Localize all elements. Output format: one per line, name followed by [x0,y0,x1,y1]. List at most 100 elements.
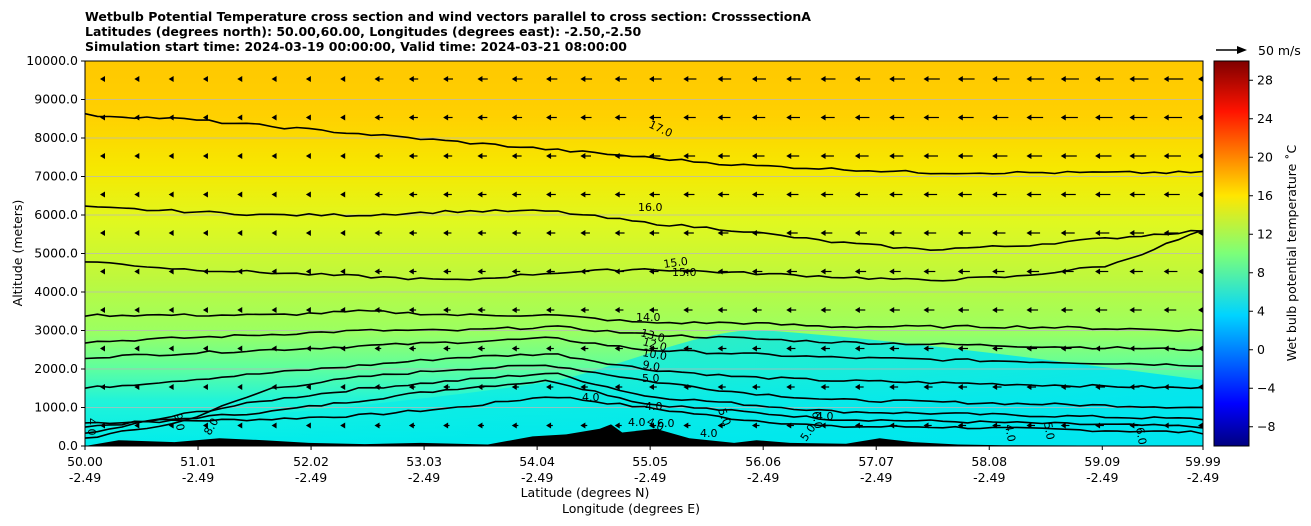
wind-arrow-head [889,230,895,236]
wind-arrow-head [854,191,860,198]
wind-arrow [854,76,871,82]
wind-arrow [477,230,487,236]
wind-arrow [1095,268,1109,275]
wind-arrow-head [134,384,140,390]
wind-arrow-head [408,384,414,390]
wind-arrow [546,268,555,275]
wind-arrow [820,153,834,159]
wind-arrow-head [408,230,414,236]
wind-arrow-head [237,345,243,352]
wind-arrow-head [614,384,620,390]
colorbar-tick-label: 12 [1257,226,1273,241]
wind-arrow [408,345,416,352]
grid-lines [85,99,1203,408]
wind-arrow [1163,268,1178,275]
wind-arrow [1198,191,1203,198]
wind-arrow [168,422,174,429]
wind-arrow [511,345,520,352]
wind-arrow [202,307,208,313]
contour-line-14-0 [85,309,1203,333]
wind-arrow [546,76,558,82]
wind-arrow-head [374,307,380,313]
contour-label: 13.0 [639,326,666,345]
wind-arrow-head [1129,76,1135,82]
wind-arrow-head [1163,345,1169,352]
wind-arrow [580,153,592,159]
wind-arrow-head [1026,153,1032,159]
wind-arrow [889,307,900,313]
wind-arrow [1095,230,1110,236]
wind-arrow-head [1163,384,1169,390]
contour-label: 6.0 [657,417,675,430]
wind-arrow [374,307,382,313]
x-tick-label-latitude: 53.03 [406,454,442,469]
wind-arrow [854,422,863,429]
wind-arrow-head [100,76,105,82]
wind-arrow-head [237,191,243,198]
wind-arrow-head [1060,153,1066,159]
wind-arrow [271,268,277,275]
x-axis: 50.00-2.4951.01-2.4952.02-2.4953.03-2.49… [67,446,1221,485]
wind-arrow [751,422,760,429]
wind-arrow [717,268,728,275]
wind-arrow [477,114,488,121]
wind-arrow [786,422,794,429]
contour-label: 15.0 [663,255,689,271]
wind-arrow-head [374,153,380,159]
wind-arrow [1198,422,1203,429]
wind-arrow-head [1060,114,1066,121]
wind-arrow-head [1026,345,1032,352]
wind-arrow-head [992,345,998,352]
contour-label: 5.0 [1041,421,1057,440]
wind-arrow [134,76,140,82]
colorbar-tick-label: 0 [1257,342,1265,357]
wind-arrow-head [1163,230,1169,236]
wind-arrow-head [168,345,174,352]
contour-line-6-0 [85,372,1203,434]
wind-arrow [889,345,899,352]
wind-arrow-head [100,384,105,390]
wind-arrow [820,191,834,198]
wind-arrow [374,230,383,236]
wind-arrow [992,268,1005,275]
wind-arrow-head [683,230,689,236]
x-tick-label-latitude: 59.99 [1185,454,1221,469]
wind-arrow [134,191,140,198]
wind-arrow-head [786,76,792,82]
wind-arrow [683,76,697,82]
wind-arrow [1026,307,1039,313]
wind-arrow [305,191,311,198]
wind-arrow-head [854,268,860,275]
wind-arrow [374,114,384,121]
wind-arrow [408,307,417,313]
wind-arrow-head [1095,384,1101,390]
colorbar-tick-label: −8 [1257,419,1275,434]
wind-arrow [477,345,485,352]
y-tick-label: 6000.0 [34,207,78,222]
wind-arrow-head [820,384,826,390]
wind-arrow [237,153,243,159]
wind-arrow-head [683,153,689,159]
wind-arrow-head [271,76,277,82]
wind-arrow-head [477,191,483,198]
wind-arrow [889,422,898,429]
wind-arrow [305,114,311,121]
wind-arrow-head [649,384,654,390]
wind-arrow [649,422,657,429]
wind-arrow-head [649,76,654,82]
wind-arrow-head [820,268,826,275]
wind-arrow [717,153,730,159]
wind-arrow-head [511,422,517,429]
wind-arrow-head [683,307,689,313]
wind-arrow [820,114,835,121]
wind-arrow-head [1129,114,1135,121]
wind-arrow [340,191,346,198]
wind-arrow [854,153,869,159]
wind-arrow [100,153,105,159]
wind-arrow [168,345,174,352]
wind-arrow-head [271,230,277,236]
wind-arrow-head [683,191,689,198]
wind-arrow-head [134,191,140,198]
wind-arrow-head [443,345,449,352]
